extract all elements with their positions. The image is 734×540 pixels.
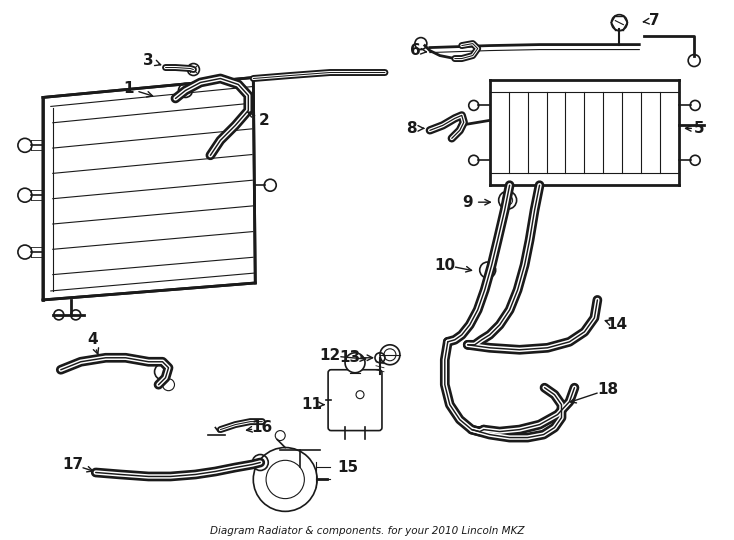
Text: 8: 8 <box>407 121 417 136</box>
Text: 1: 1 <box>123 81 134 96</box>
Text: 17: 17 <box>62 457 84 472</box>
Text: 11: 11 <box>302 397 323 412</box>
Text: 14: 14 <box>607 318 628 332</box>
Text: 13: 13 <box>340 350 360 365</box>
FancyBboxPatch shape <box>328 370 382 430</box>
Text: 12: 12 <box>319 348 341 363</box>
Text: 5: 5 <box>694 121 705 136</box>
Text: 9: 9 <box>462 195 473 210</box>
Text: 3: 3 <box>143 53 154 68</box>
Text: Diagram Radiator & components. for your 2010 Lincoln MKZ: Diagram Radiator & components. for your … <box>210 526 524 536</box>
Circle shape <box>253 448 317 511</box>
Circle shape <box>380 345 400 364</box>
Text: 10: 10 <box>435 258 455 273</box>
Text: 6: 6 <box>410 43 421 58</box>
Text: 16: 16 <box>252 420 273 435</box>
Text: 2: 2 <box>259 113 269 128</box>
Text: 18: 18 <box>597 382 618 397</box>
Text: 4: 4 <box>87 332 98 347</box>
Text: 15: 15 <box>338 460 359 475</box>
Circle shape <box>345 353 365 373</box>
Text: 7: 7 <box>649 13 660 28</box>
